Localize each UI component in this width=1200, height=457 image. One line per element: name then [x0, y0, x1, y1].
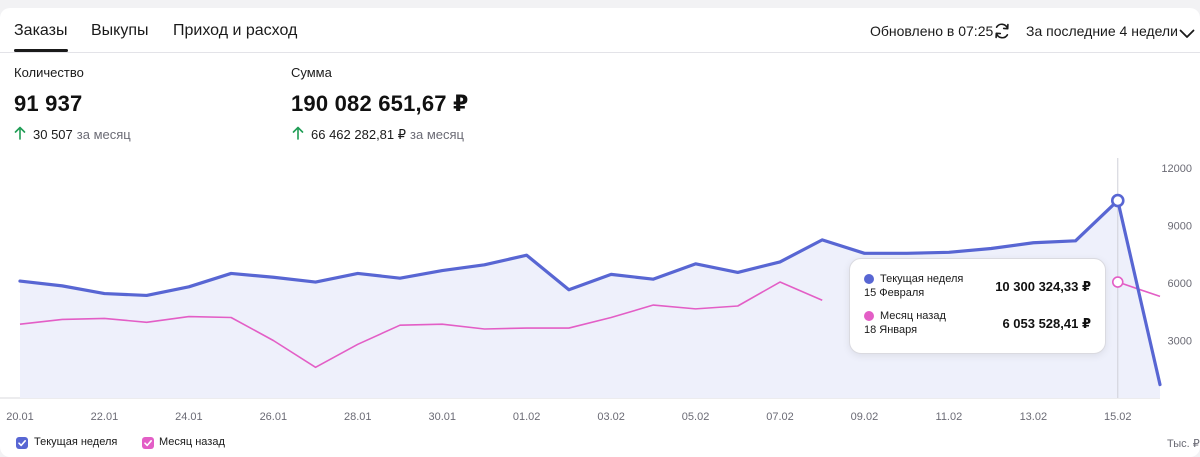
orders-card: Заказы Выкупы Приход и расход Обновлено …: [0, 8, 1200, 457]
tab-bar: Заказы Выкупы Приход и расход Обновлено …: [0, 8, 1200, 53]
x-tick-label: 09.02: [851, 411, 879, 423]
refresh-icon[interactable]: [992, 21, 1012, 46]
chevron-down-icon[interactable]: [1179, 26, 1195, 44]
sum-value: 190 082 651,67 ₽: [291, 91, 469, 116]
current-week-marker: [1110, 193, 1125, 208]
previous-month-marker: [1111, 276, 1124, 288]
tooltip-current-name: Текущая неделя: [880, 273, 964, 285]
sum-delta-period: за месяц: [410, 127, 464, 142]
count-delta-period: за месяц: [76, 127, 131, 142]
x-tick-label: 28.01: [344, 411, 372, 423]
checkbox-checked-icon[interactable]: [142, 437, 154, 449]
y-tick-label: 9000: [1168, 221, 1192, 233]
x-tick-label: 07.02: [766, 411, 794, 423]
y-tick-label: 6000: [1168, 278, 1192, 290]
tooltip-current-value: 10 300 324,33 ₽: [995, 279, 1091, 294]
tooltip-current-date: 15 Февраля: [864, 287, 925, 299]
x-tick-label: 20.01: [6, 411, 34, 423]
unit-label: Тыс. ₽: [1167, 438, 1200, 450]
tooltip-previous-value: 6 053 528,41 ₽: [1002, 316, 1091, 331]
tab-buyouts[interactable]: Выкупы: [91, 22, 149, 39]
previous-month-dot: [864, 311, 874, 321]
x-tick-label: 11.02: [936, 411, 963, 423]
count-delta-value: 30 507: [33, 127, 73, 142]
arrow-up-icon: [292, 126, 304, 145]
chart-tooltip: Текущая неделя 15 Февраля 10 300 324,33 …: [849, 258, 1106, 354]
arrow-up-icon: [14, 126, 26, 145]
tab-orders[interactable]: Заказы: [14, 22, 68, 39]
sum-label: Сумма: [291, 65, 332, 80]
count-delta: 30 507 за месяц: [33, 127, 131, 142]
y-tick-label: 12000: [1161, 163, 1192, 175]
current-week-dot: [864, 274, 874, 284]
count-value: 91 937: [14, 91, 83, 116]
x-tick-label: 15.02: [1104, 411, 1132, 423]
x-tick-label: 24.01: [175, 411, 203, 423]
tooltip-previous-name: Месяц назад: [880, 310, 946, 322]
tooltip-previous-date: 18 Января: [864, 324, 918, 336]
y-tick-label: 3000: [1168, 336, 1192, 348]
sum-delta: 66 462 282,81 ₽ за месяц: [311, 127, 464, 143]
x-tick-label: 05.02: [682, 411, 710, 423]
x-tick-label: 30.01: [428, 411, 456, 423]
previous-month-line: [19, 281, 823, 369]
x-tick-label: 03.02: [597, 411, 625, 423]
legend-previous-label: Месяц назад: [159, 436, 225, 448]
count-label: Количество: [14, 65, 84, 80]
checkbox-checked-icon[interactable]: [16, 437, 28, 449]
x-tick-label: 26.01: [260, 411, 288, 423]
x-tick-label: 01.02: [513, 411, 541, 423]
sum-delta-value: 66 462 282,81 ₽: [311, 127, 407, 142]
tab-income-expense[interactable]: Приход и расход: [173, 22, 298, 39]
legend-current-label: Текущая неделя: [34, 436, 118, 448]
current-week-line: [18, 198, 1162, 387]
x-tick-label: 13.02: [1020, 411, 1048, 423]
period-select[interactable]: За последние 4 недели: [1026, 23, 1178, 39]
active-tab-indicator: [14, 49, 68, 52]
updated-time: Обновлено в 07:25: [870, 23, 994, 39]
x-tick-label: 22.01: [91, 411, 119, 423]
